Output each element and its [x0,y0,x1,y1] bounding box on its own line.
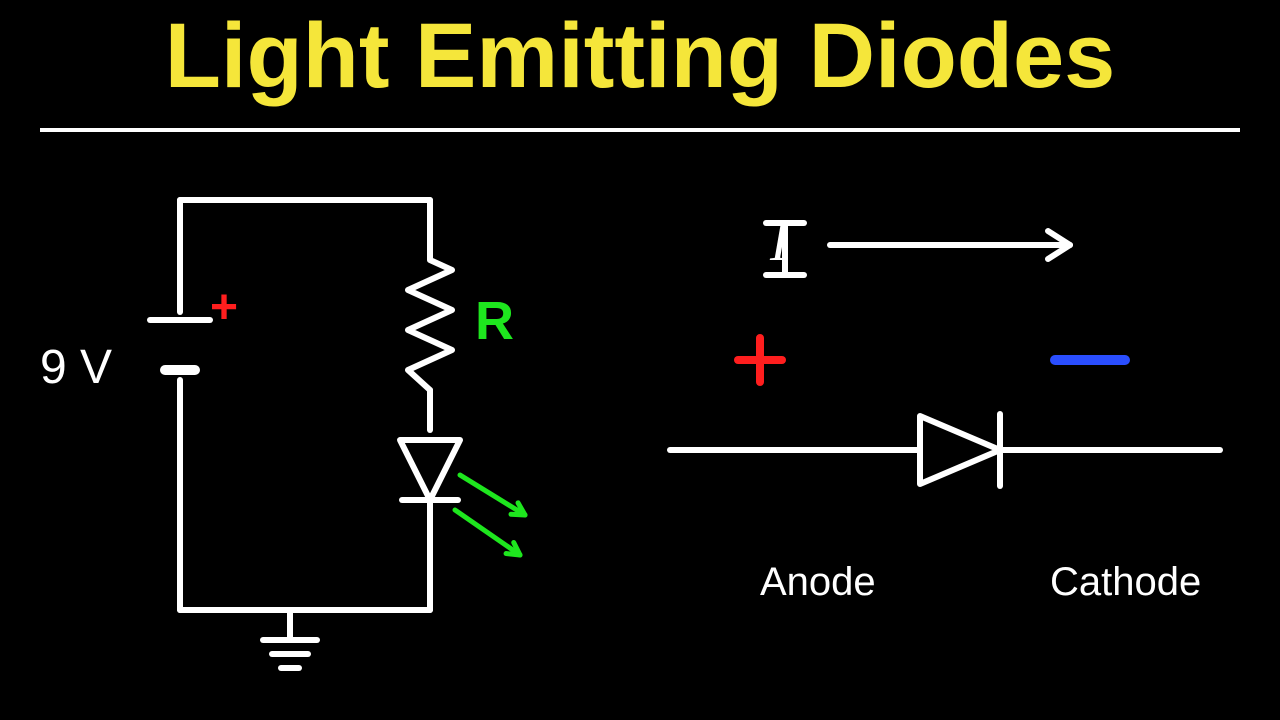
circuit-diagram [0,0,1280,720]
voltage-label: 9 V [40,340,112,395]
cathode-label: Cathode [1050,560,1201,605]
current-i-serif [760,215,820,285]
battery-plus: + [210,280,238,335]
anode-label: Anode [760,560,876,605]
resistor-label: R [475,290,514,352]
